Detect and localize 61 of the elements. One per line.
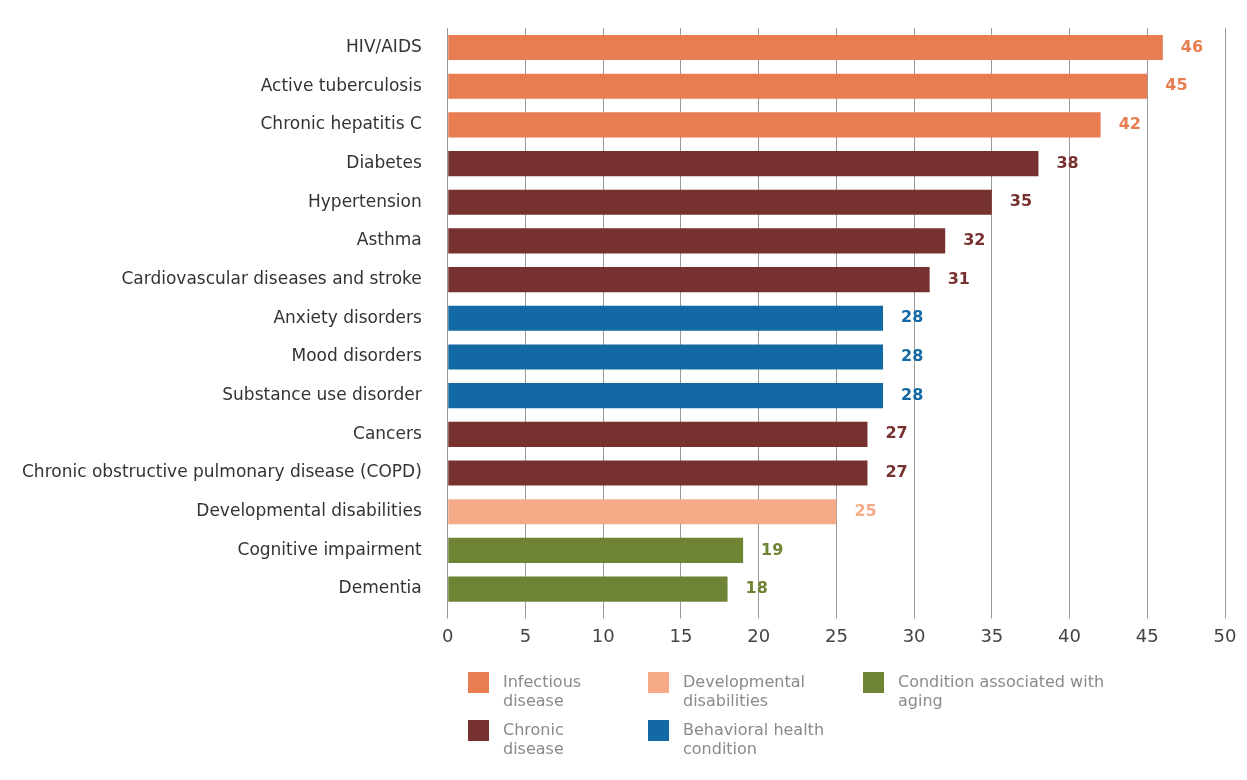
y-tick-label: Developmental disabilities — [196, 500, 422, 521]
data-label: 25 — [854, 500, 877, 520]
y-tick-label: Dementia — [338, 577, 422, 598]
data-label: 28 — [901, 307, 924, 327]
x-tick-label: 45 — [1135, 624, 1159, 646]
data-label: 27 — [885, 423, 908, 443]
y-tick-label: Chronic obstructive pulmonary disease (COPD) — [22, 461, 422, 482]
bar — [448, 73, 1148, 99]
data-label: 42 — [1118, 114, 1141, 134]
data-label: 27 — [885, 462, 908, 482]
data-label: 32 — [963, 230, 986, 250]
x-tick-label: 10 — [591, 624, 615, 646]
legend-label: Condition associated with aging — [898, 672, 1106, 710]
y-tick-label: Substance use disorder — [222, 384, 422, 405]
data-label: 46 — [1180, 36, 1204, 56]
bar — [448, 228, 946, 254]
y-tick-label: Cancers — [353, 422, 422, 443]
x-tick-label: 30 — [902, 624, 926, 646]
x-tick-label: 25 — [824, 624, 848, 646]
data-label: 38 — [1056, 152, 1079, 172]
data-label: 31 — [947, 268, 970, 288]
bar — [448, 344, 884, 370]
bar — [448, 189, 992, 215]
data-label: 45 — [1165, 75, 1188, 95]
y-tick-label: Cardiovascular diseases and stroke — [121, 268, 422, 289]
y-tick-label: Asthma — [356, 229, 422, 250]
x-tick-label: 40 — [1058, 624, 1082, 646]
y-tick-label: Hypertension — [308, 190, 422, 211]
x-tick-label: 50 — [1213, 624, 1237, 646]
bar — [448, 112, 1101, 138]
legend-label: Developmental disabilities — [683, 672, 805, 710]
y-tick-label: Chronic hepatitis C — [260, 113, 422, 134]
data-label: 19 — [761, 539, 784, 559]
data-label: 35 — [1009, 191, 1033, 211]
legend-label: Behavioral health condition — [683, 720, 826, 758]
x-tick-label: 35 — [980, 624, 1004, 646]
bar — [448, 460, 868, 486]
bar — [448, 305, 884, 331]
y-tick-label: HIV/AIDS — [346, 35, 422, 56]
x-tick-label: 5 — [519, 624, 532, 646]
data-label: 28 — [901, 384, 924, 404]
y-tick-label: Mood disorders — [291, 345, 422, 366]
data-label: 28 — [901, 346, 924, 366]
x-tick-label: 0 — [442, 624, 454, 646]
y-tick-label: Cognitive impairment — [237, 538, 423, 559]
legend-label: Infectious disease — [503, 672, 583, 710]
bar — [448, 151, 1039, 177]
bar — [448, 383, 884, 409]
x-tick-label: 15 — [669, 624, 693, 646]
bar — [448, 267, 930, 293]
bar — [448, 421, 868, 447]
bar — [448, 537, 744, 563]
bar — [448, 34, 1163, 61]
data-label: 18 — [745, 578, 768, 598]
y-tick-label: Active tuberculosis — [260, 74, 422, 95]
y-tick-label: Diabetes — [346, 152, 422, 172]
bar — [448, 576, 728, 602]
legend-label: Chronic disease — [503, 720, 565, 758]
x-tick-label: 20 — [747, 624, 771, 646]
bar — [448, 499, 837, 525]
y-tick-label: Anxiety disorders — [273, 306, 422, 327]
